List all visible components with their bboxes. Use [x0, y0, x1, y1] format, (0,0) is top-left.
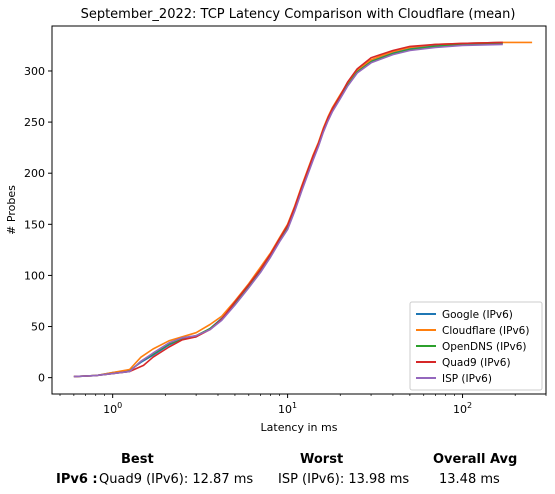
summary-worst-value: ISP (IPv6): 13.98 ms: [278, 472, 410, 487]
y-axis-label: # Probes: [5, 185, 18, 235]
legend-box: [409, 301, 543, 391]
summary-avg-header: Overall Avg: [433, 452, 518, 467]
plot-area: [51, 25, 547, 395]
legend: Google (IPv6) Cloudflare (IPv6) OpenDNS (I…: [409, 301, 543, 391]
chart-title: September_2022: TCP Latency Comparison w…: [81, 7, 516, 22]
summary-worst-header: Worst: [300, 452, 344, 467]
summary-row-label: IPv6 :: [56, 472, 98, 487]
series-layer: [73, 41, 533, 378]
legend-entry: ISP (IPv6): [442, 373, 492, 385]
x-tick-label: 100: [103, 401, 122, 416]
legend-entry: OpenDNS (IPv6): [442, 341, 527, 353]
x-axis-label: Latency in ms: [261, 421, 338, 434]
x-tick-label: 101: [278, 401, 297, 416]
summary-best-value: Quad9 (IPv6): 12.87 ms: [99, 472, 254, 487]
y-tick-label: 300: [24, 65, 45, 78]
y-tick-label: 50: [31, 321, 45, 334]
latency-cdf-chart: September_2022: TCP Latency Comparison w…: [5, 7, 547, 434]
y-tick-label: 0: [38, 372, 45, 385]
legend-entry: Google (IPv6): [442, 309, 513, 321]
y-axis: 0 50 100 150 200 250 300: [24, 65, 52, 385]
legend-entry: Quad9 (IPv6): [442, 357, 511, 369]
series-line: [73, 41, 503, 378]
y-tick-label: 100: [24, 269, 45, 282]
y-tick-label: 150: [24, 218, 45, 231]
series-line: [73, 43, 503, 378]
summary-best-header: Best: [121, 452, 154, 467]
x-tick-label: 102: [453, 401, 472, 416]
summary-avg-value: 13.48 ms: [439, 472, 500, 487]
x-axis: 100 101 102: [59, 394, 547, 416]
legend-entry: Cloudflare (IPv6): [442, 325, 529, 337]
y-tick-label: 200: [24, 167, 45, 180]
y-tick-label: 250: [24, 116, 45, 129]
